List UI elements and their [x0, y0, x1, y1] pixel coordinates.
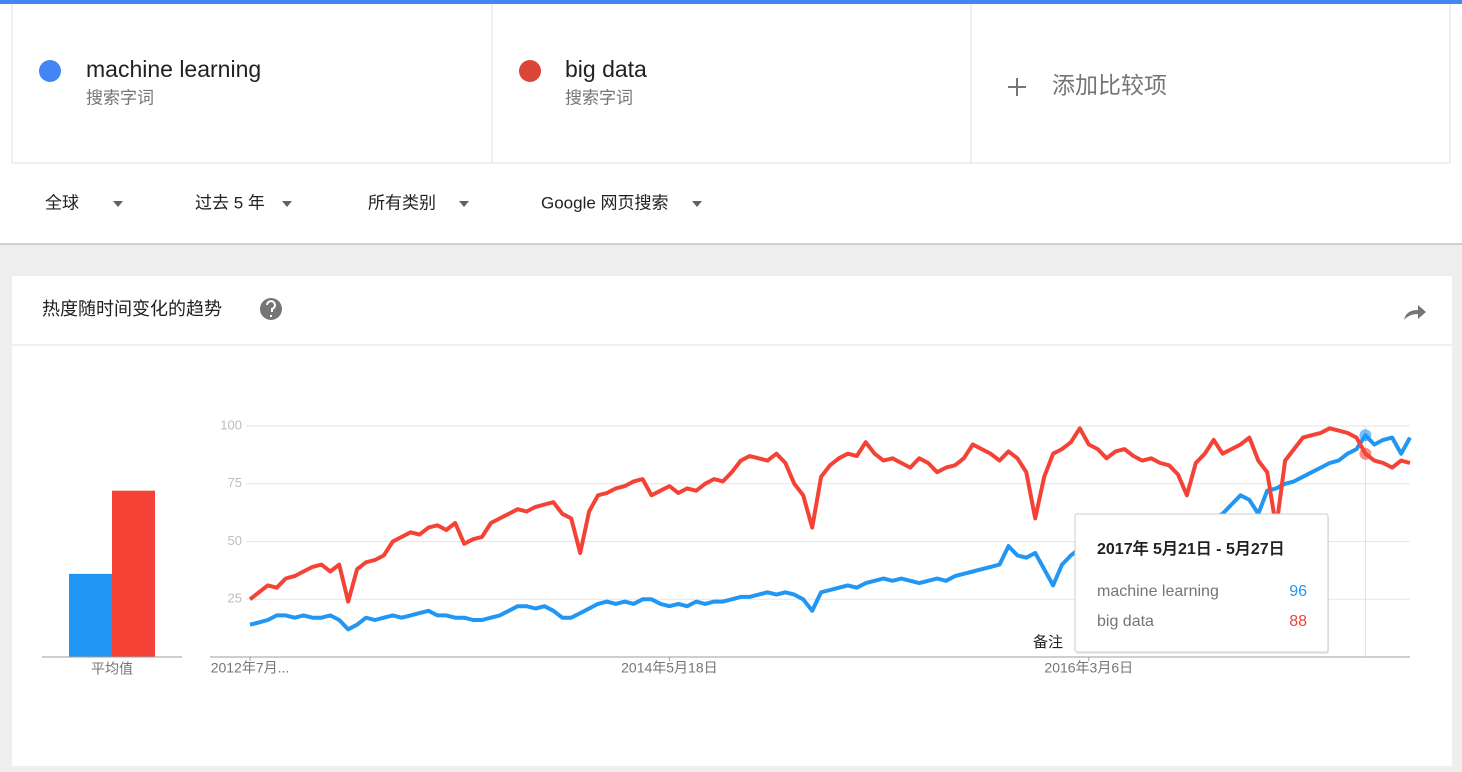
tooltip-title: 2017年 5月21日 - 5月27日 — [1097, 539, 1285, 558]
y-tick-label: 50 — [228, 533, 242, 548]
help-glyph — [266, 300, 276, 317]
annotation-bg — [1028, 632, 1068, 654]
filter[interactable]: 所有类别 — [368, 193, 436, 212]
share-icon[interactable] — [1404, 305, 1426, 320]
tooltip-value: 96 — [1289, 583, 1307, 600]
term-name[interactable]: big data — [565, 56, 647, 82]
header — [0, 4, 1462, 244]
help-icon[interactable] — [260, 298, 282, 320]
top-bar — [0, 0, 1462, 4]
x-tick-label: 2014年5月18日 — [621, 660, 718, 676]
hover-point — [1359, 447, 1372, 460]
x-tick-label: 平均值 — [91, 661, 133, 677]
x-tick-label: 2016年3月6日 — [1044, 660, 1133, 676]
dropdown-arrow — [459, 201, 469, 207]
term-type: 搜索字词 — [86, 88, 154, 107]
term-dot — [519, 60, 541, 82]
filter[interactable]: 全球 — [45, 193, 79, 212]
y-tick-label: 75 — [228, 475, 242, 490]
tooltip: 2017年 5月21日 - 5月27日 machine learning 96 big… — [1074, 513, 1329, 654]
tooltip-value: 88 — [1289, 613, 1307, 630]
y-tick-label: 100 — [220, 417, 242, 432]
x-tick-label: 2012年7月... — [211, 660, 290, 676]
bar — [112, 490, 155, 657]
filter[interactable]: Google 网页搜索 — [541, 193, 669, 212]
tooltip-box — [1074, 513, 1329, 653]
bar — [69, 573, 112, 657]
hover-point — [1359, 429, 1372, 442]
filter[interactable]: 过去 5 年 — [195, 193, 265, 212]
term-name[interactable]: machine learning — [86, 56, 261, 82]
add-compare[interactable]: 添加比较项 — [1008, 72, 1167, 98]
dropdown-arrow — [113, 201, 123, 207]
term-dot — [39, 60, 61, 82]
tooltip-name: machine learning — [1097, 583, 1219, 600]
dropdown-arrow — [282, 201, 292, 207]
chart-title: 热度随时间变化的趋势 — [42, 299, 222, 319]
add-compare-label[interactable]: 添加比较项 — [1052, 72, 1167, 98]
series-line — [248, 426, 1411, 604]
dropdown-arrow — [692, 201, 702, 207]
term-type: 搜索字词 — [565, 88, 633, 107]
tooltip-name: big data — [1097, 613, 1154, 630]
y-tick-label: 25 — [228, 591, 242, 606]
annotation: 备注 — [1033, 634, 1063, 651]
plot: 平均值 25 50 75 100 2012年7月... 2014年5月18日 2016年3月6… — [42, 417, 1412, 677]
